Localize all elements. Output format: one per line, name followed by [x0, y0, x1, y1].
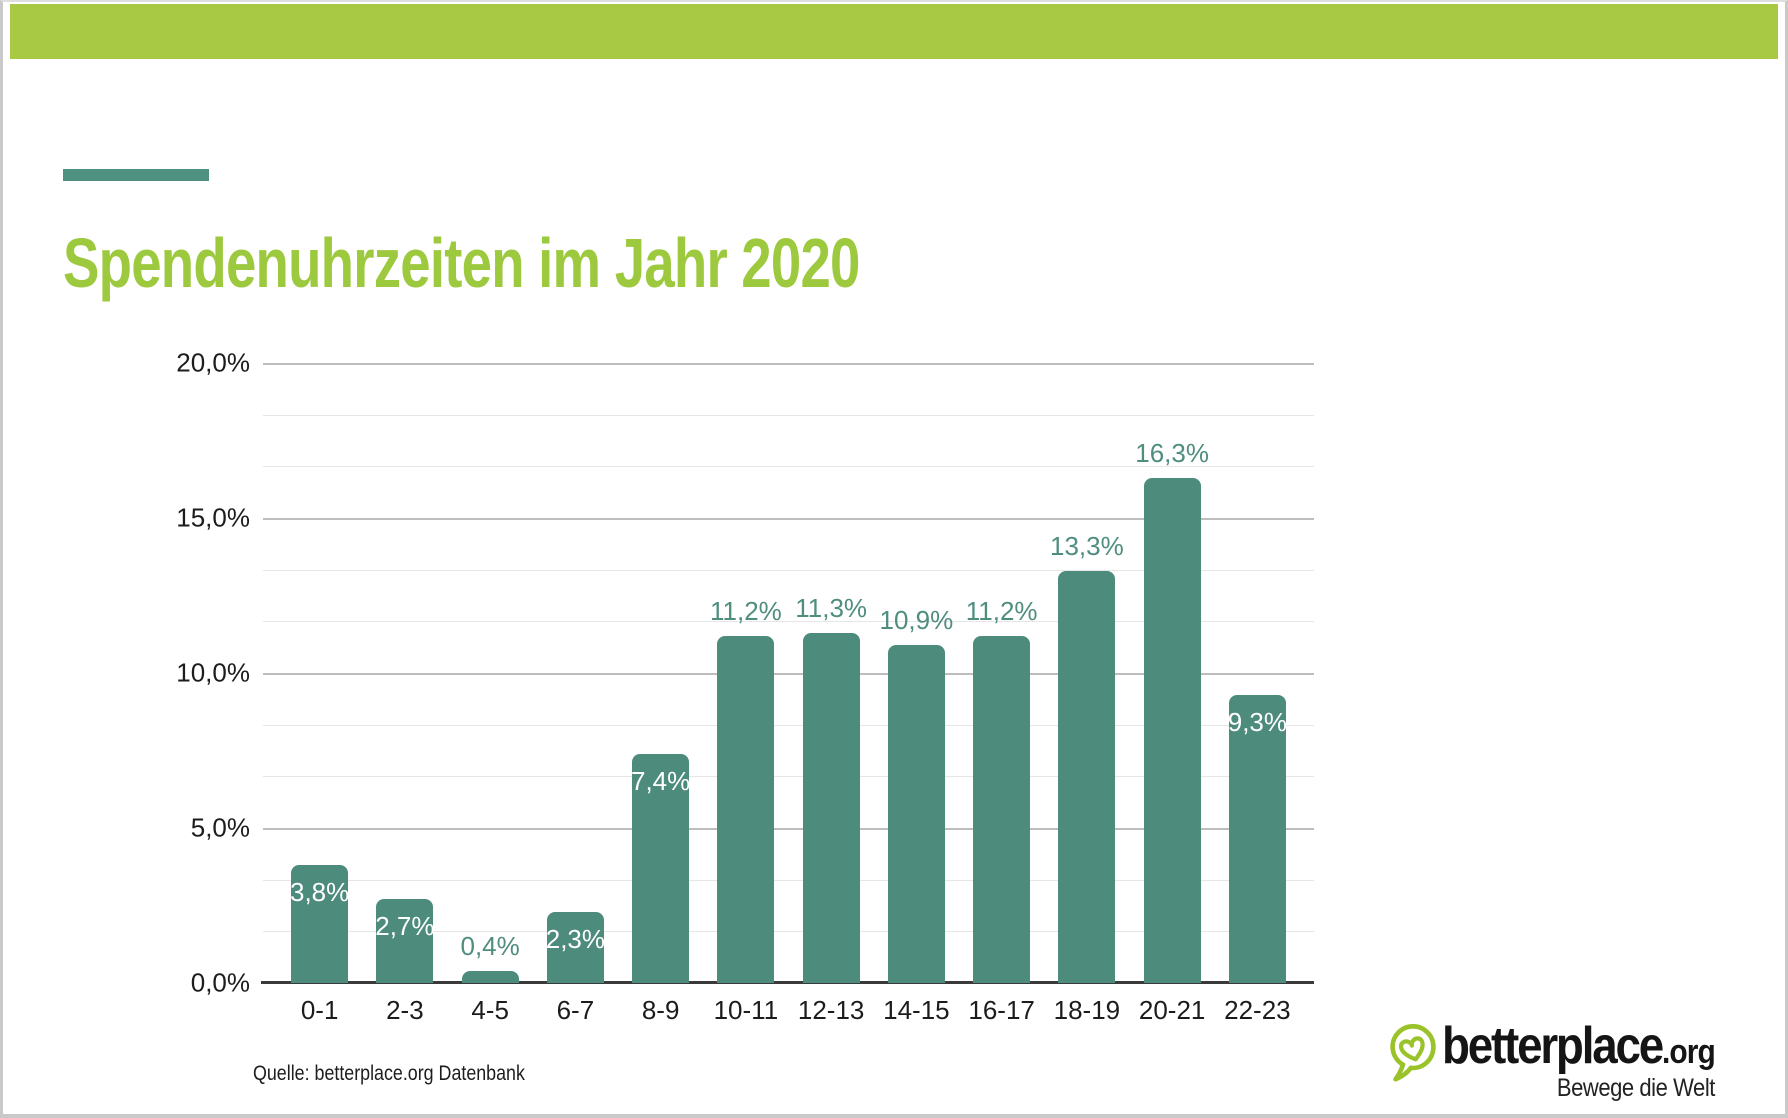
gridline: [263, 828, 1314, 830]
x-axis-label: 16-17: [968, 995, 1035, 1025]
bar-value-label: 13,3%: [1050, 530, 1124, 561]
title-accent-dash: [63, 169, 209, 181]
gridline: [263, 621, 1314, 623]
bar-value-label: 11,2%: [709, 595, 782, 626]
bar: [546, 911, 604, 983]
bar: [887, 645, 945, 983]
bar-value-label: 11,3%: [795, 592, 868, 623]
bar-value-label: 11,2%: [965, 595, 1038, 626]
x-axis-label: 22-23: [1224, 995, 1291, 1025]
gridline: [263, 776, 1314, 778]
top-accent-bar: [10, 4, 1778, 59]
y-axis-label: 5,0%: [190, 812, 250, 843]
gridline: [263, 414, 1314, 416]
x-axis-label: 20-21: [1138, 995, 1206, 1025]
gridline: [263, 569, 1314, 571]
y-axis-label: 20,0%: [176, 347, 250, 378]
logo-tagline: Bewege die Welt: [1556, 1074, 1716, 1102]
y-axis: 0,0% 5,0% 10,0% 15,0% 20,0%: [133, 348, 250, 998]
x-axis-label: 12-13: [797, 995, 865, 1025]
plot-area: 3,8% 2,7% 0,4% 2,3% 7,4% 11,2% 11,3% 10,9% 11,2%…: [261, 363, 1314, 984]
x-axis-line: [261, 981, 1314, 984]
y-axis-label: 15,0%: [176, 502, 250, 533]
x-axis-label: 2-3: [386, 995, 424, 1025]
bar-value-label: 0,4%: [460, 930, 520, 961]
x-axis-label: 14-15: [883, 995, 950, 1025]
source-note: Quelle: betterplace.org Datenbank: [253, 1062, 525, 1085]
x-axis-label: 4-5: [471, 995, 509, 1025]
logo-tld: .org: [1661, 1033, 1716, 1071]
gridline: [263, 673, 1314, 675]
bar: [973, 635, 1031, 983]
x-axis-label: 10-11: [713, 995, 779, 1025]
gridline: [263, 363, 1314, 365]
gridline: [263, 518, 1314, 520]
gridline: [263, 724, 1314, 726]
logo-name: betterplace: [1442, 1017, 1664, 1075]
x-axis-label: 6-7: [556, 995, 595, 1025]
bar: [1058, 570, 1116, 983]
bar-value-label: 16,3%: [1135, 437, 1209, 468]
heart-pin-icon: [1390, 1024, 1436, 1082]
x-axis-label: 8-9: [641, 995, 680, 1025]
bar-value-label: 10,9%: [879, 605, 954, 636]
bar: [291, 865, 349, 983]
betterplace-wordmark: betterplace.org Bewege die Welt: [1442, 1014, 1716, 1103]
bar-value-label: 2,7%: [375, 911, 435, 942]
bar: [1228, 694, 1286, 983]
betterplace-logo: betterplace.org Bewege die Welt: [1388, 1014, 1752, 1103]
gridline: [263, 466, 1314, 468]
bar: [376, 899, 434, 983]
bar-value-label: 7,4%: [630, 765, 691, 796]
bar: [1143, 477, 1201, 983]
y-axis-label: 10,0%: [176, 657, 250, 688]
gridline: [263, 879, 1314, 881]
x-axis: 0-1 2-3 4-5 6-7 8-9 10-11 12-13 14-15 16-17 18-19…: [263, 995, 1314, 1029]
bar-value-label: 2,3%: [545, 923, 606, 954]
bar: [632, 753, 690, 983]
x-axis-label: 18-19: [1053, 995, 1121, 1025]
bar: [802, 632, 860, 983]
y-axis-label: 0,0%: [190, 967, 250, 998]
bar-value-label: 9,3%: [1227, 706, 1288, 737]
page-title: Spendenuhrzeiten im Jahr 2020: [63, 224, 860, 302]
bar: [717, 635, 775, 983]
bar: [461, 970, 519, 983]
x-axis-label: 0-1: [300, 995, 339, 1025]
bar-value-label: 3,8%: [289, 877, 350, 908]
gridline: [263, 931, 1314, 933]
donation-times-bar-chart: 0,0% 5,0% 10,0% 15,0% 20,0% 3,8% 2,7% 0,4% 2,3%…: [3, 2, 1785, 1114]
